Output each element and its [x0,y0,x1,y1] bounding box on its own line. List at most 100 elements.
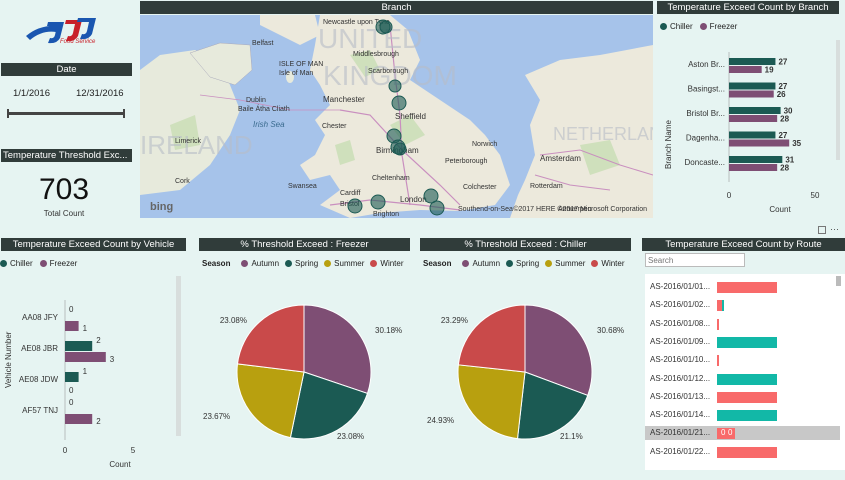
map-branch-bubble-11[interactable] [429,200,445,216]
route-bar-chiller[interactable] [717,410,777,422]
route-row[interactable]: AS-2016/01/22... [645,445,840,459]
branch-bar-chiller[interactable] [729,58,776,65]
chiller-pie-legend: Season Autumn Spring Summer Winter [423,259,625,268]
vehicle-bar-freezer[interactable] [65,352,106,362]
map-branch-bubble-7[interactable] [393,142,407,156]
vehicle-data-label: 3 [110,355,115,364]
legend-freezer-swatch [699,23,707,30]
branch-map[interactable]: UNITED KINGDOM IRELAND NETHERLANDS Newca… [140,15,653,218]
map-city-amsterdam: Amsterdam [540,154,581,163]
route-bar-freezer[interactable] [717,446,777,458]
pie-slice-winter[interactable] [457,304,526,373]
slider-handle-end[interactable] [123,109,125,118]
route-bar-freezer[interactable] [717,355,720,367]
branch-bar-chiller[interactable] [729,131,776,139]
pie-data-label: 30.18% [375,326,402,335]
route-list[interactable]: AS-2016/01/01... AS-2016/01/02... AS-2016/… [645,274,845,470]
pie-slice-summer[interactable] [236,363,305,439]
freezer-legend-summer: Summer [334,259,365,268]
route-row[interactable]: AS-2016/01/10... [645,353,840,367]
vehicle-scrollbar[interactable] [176,276,181,436]
route-focus-icon[interactable] [818,226,826,234]
vehicle-legend-chiller-swatch [0,260,7,267]
map-branch-bubble-3[interactable] [388,79,402,93]
route-row[interactable]: AS-2016/01/01... [645,280,840,294]
date-range-slider[interactable] [7,109,125,118]
route-row[interactable]: AS-2016/01/08... [645,317,840,331]
route-row[interactable]: AS-2016/01/14... [645,408,840,422]
route-scrollbar[interactable] [836,276,841,286]
map-city-dublin: Dublin [246,97,266,104]
map-city-chester: Chester [322,123,347,130]
chiller-legend-winter: Winter [601,259,625,268]
route-row[interactable]: AS-2016/01/09... [645,335,840,349]
vehicle-bar-chiller[interactable] [65,341,93,351]
route-label: AS-2016/01/22... [650,446,711,456]
map-city-antwerpen: Antwerpen [558,206,592,213]
vehicle-bar-freezer[interactable] [65,414,93,424]
freezer-pie-title: % Threshold Exceed : Freezer [199,238,410,251]
route-bar-freezer[interactable] [717,318,720,330]
map-branch-bubble-8[interactable] [347,198,363,214]
branch-bar-chiller[interactable] [729,82,776,90]
route-bar-chiller[interactable] [721,300,725,312]
branch-bar-freezer[interactable] [729,66,762,73]
branch-bar-chiller[interactable] [729,107,781,114]
branch-category-label: Aston Br... [688,60,725,69]
map-branch-bubble-10[interactable] [423,188,439,204]
vehicle-bar-chiller[interactable] [65,372,79,382]
route-bar-freezer[interactable] [717,282,777,293]
branch-bar-chiller[interactable] [729,156,783,163]
branch-bar-chart[interactable]: Branch Name Count 0 50 Aston Br... 27 19 Ba… [657,32,842,217]
date-end[interactable]: 12/31/2016 [76,88,124,99]
map-city-belfast: Belfast [252,40,273,47]
map-title: Branch [140,1,653,14]
branch-bar-freezer[interactable] [729,164,778,171]
route-row[interactable]: AS-2016/01/02... [645,298,840,312]
chiller-pie-chart[interactable]: 30.68% 21.1% 24.93% 23.29% [420,280,631,460]
slider-handle-start[interactable] [7,109,9,118]
pie-slice-autumn[interactable] [524,304,593,397]
route-row[interactable]: AS-2016/01/21... 0 0 [645,426,840,441]
route-bar-freezer[interactable] [717,300,722,312]
pie-slice-autumn[interactable] [303,304,372,395]
map-city-norwich: Norwich [472,141,497,148]
pie-data-label: 24.93% [427,416,454,425]
branch-bar-freezer[interactable] [729,139,790,147]
route-data-label: 0 [728,428,733,438]
freezer-pie-chart[interactable]: 30.18% 23.08% 23.67% 23.08% [199,280,410,460]
pie-slice-spring[interactable] [289,371,369,440]
map-branch-bubble-9[interactable] [370,194,386,210]
map-branch-bubble-4[interactable] [391,95,407,111]
route-more-options-icon[interactable]: ⋯ [830,224,839,234]
date-start[interactable]: 1/1/2016 [13,88,50,99]
route-bar-freezer[interactable] [717,391,777,403]
chiller-legend-summer-swatch [545,260,553,267]
route-label: AS-2016/01/08... [650,318,711,328]
route-bar-chiller[interactable] [717,373,777,385]
route-search-input[interactable] [645,253,745,267]
route-bar-chiller[interactable] [717,336,777,348]
pie-data-label: 23.29% [441,316,468,325]
branch-bar-freezer[interactable] [729,115,778,122]
map-country-netherlands: NETHERLANDS [553,124,653,144]
chiller-legend-summer: Summer [555,259,586,268]
route-row[interactable]: AS-2016/01/12... [645,372,840,386]
vehicle-bar-chart[interactable]: Vehicle Number Count 0 5 AA08 JFY 0 1 AE08 … [0,270,180,475]
freezer-legend-autumn: Autumn [251,259,280,268]
pie-slice-winter[interactable] [236,304,305,373]
pie-slice-spring[interactable] [516,371,589,440]
map-country-uk-1: UNITED [318,23,422,54]
pie-slice-summer[interactable] [457,364,526,440]
map-city-peterborough: Peterborough [445,158,488,165]
branch-scrollbar[interactable] [836,40,840,160]
threshold-card-title: Temperature Threshold Exc... [1,149,132,162]
vehicle-bar-freezer[interactable] [65,321,79,331]
map-city-scarborough: Scarborough [368,68,408,75]
branch-bar-freezer[interactable] [729,90,774,98]
map-branch-bubble-2[interactable] [379,20,393,34]
route-row[interactable]: AS-2016/01/13... [645,390,840,404]
vehicle-data-label: 1 [83,324,88,333]
route-bar-selected[interactable] [717,428,735,440]
route-label: AS-2016/01/14... [650,410,711,420]
